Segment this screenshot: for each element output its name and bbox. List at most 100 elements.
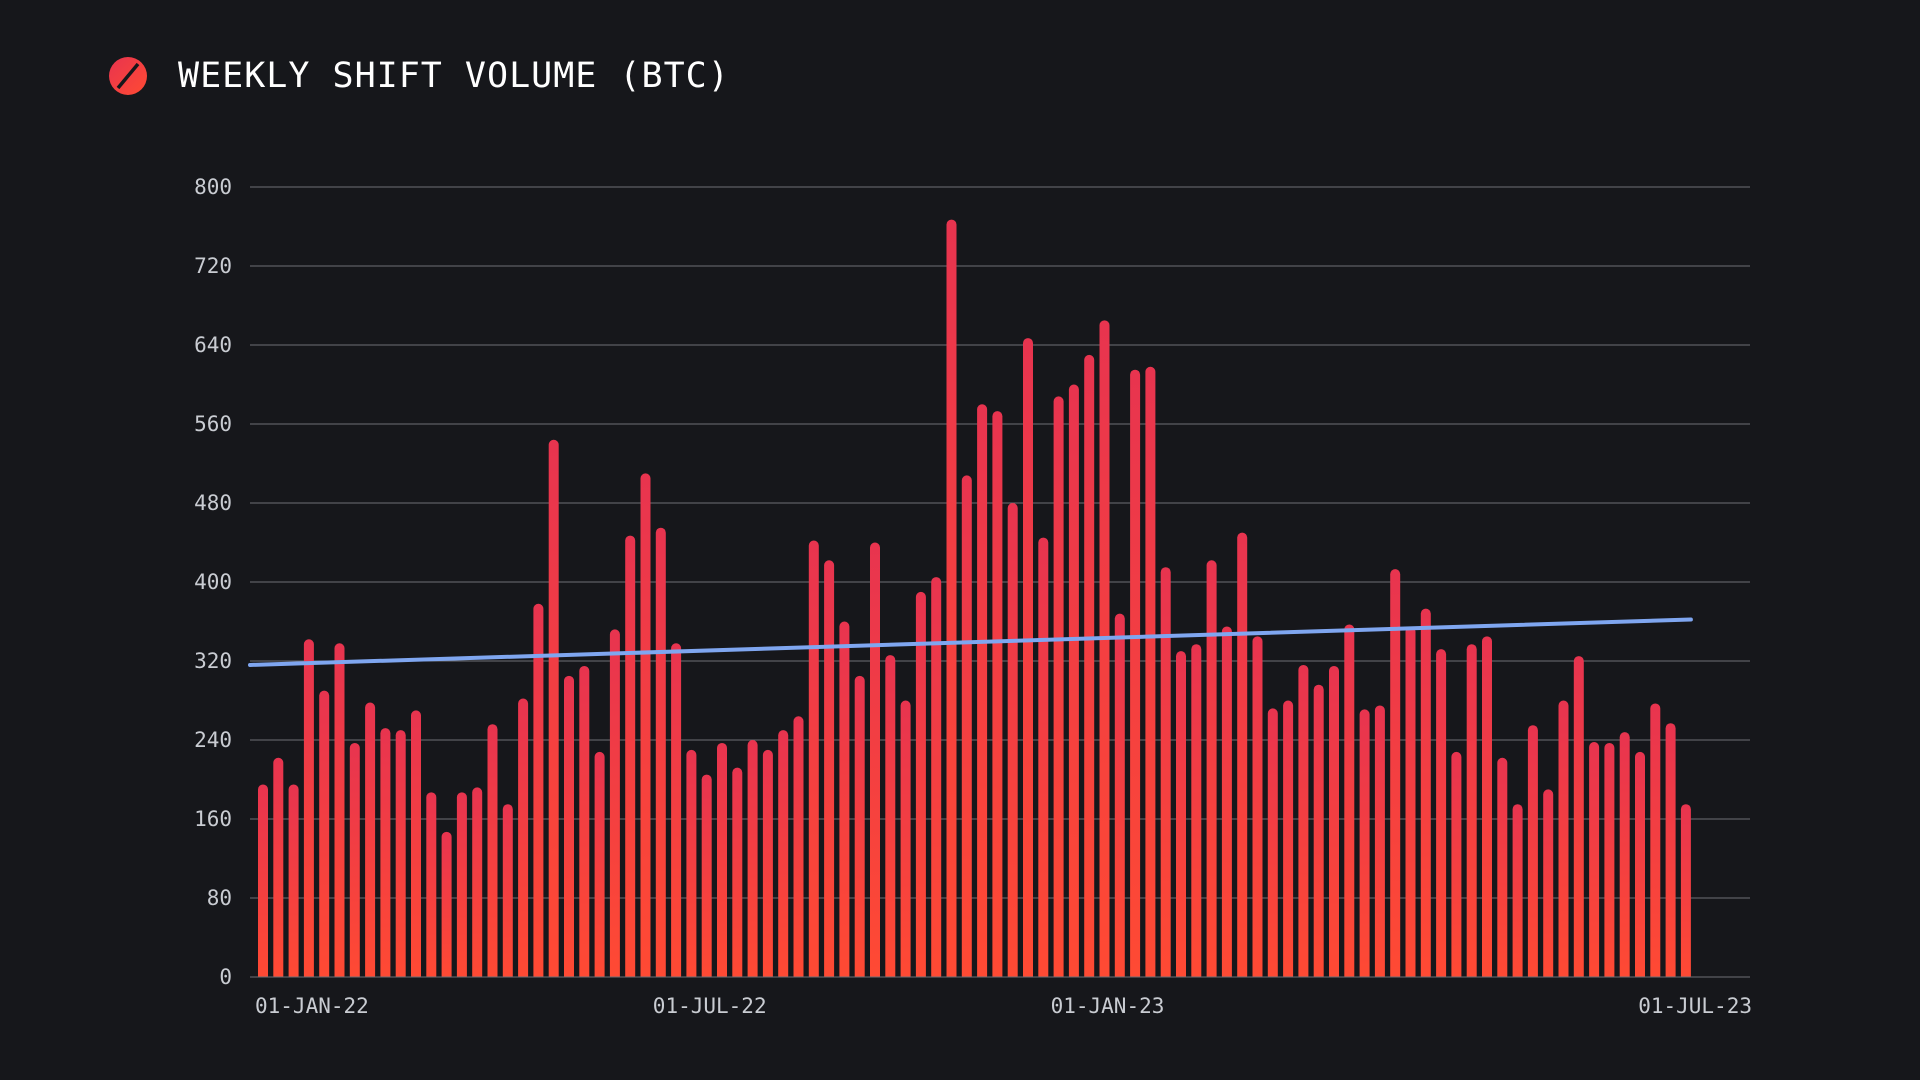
bar: [701, 774, 712, 981]
bar: [441, 831, 452, 981]
x-axis-labels: 01-JAN-22 01-JUL-22 01-JAN-23 01-JUL-23: [255, 994, 1752, 1018]
bar: [1114, 613, 1125, 981]
bar: [747, 740, 758, 981]
bar: [1665, 723, 1676, 981]
bar: [1267, 708, 1278, 981]
bar: [1619, 732, 1630, 981]
chart-title: WEEKLY SHIFT VOLUME (BTC): [178, 56, 730, 96]
trend-line: [248, 617, 1693, 667]
bar: [900, 700, 911, 981]
bar: [456, 792, 467, 981]
bar: [1206, 560, 1217, 981]
bar: [1573, 656, 1584, 981]
bar: [1436, 649, 1447, 981]
bar: [395, 730, 406, 981]
bar: [1145, 366, 1156, 982]
bar: [1221, 626, 1232, 981]
bar: [288, 784, 299, 981]
bar: [1390, 569, 1401, 981]
bar: [1635, 751, 1645, 981]
bar: [915, 591, 926, 981]
bar: [1374, 705, 1385, 981]
bar: [655, 527, 666, 981]
bar: [793, 716, 804, 981]
bar: [1038, 537, 1049, 981]
bar: [870, 542, 880, 981]
y-tick-label: 320: [194, 649, 232, 673]
bar: [349, 742, 360, 981]
bar: [1007, 503, 1018, 981]
bar: [518, 698, 529, 981]
bar: [1420, 608, 1431, 981]
bar: [808, 540, 819, 981]
bar: [1680, 804, 1691, 981]
bar: [1084, 354, 1095, 981]
bar: [625, 535, 636, 981]
bar: [1099, 320, 1110, 981]
bar: [1329, 665, 1339, 981]
bar: [487, 724, 498, 981]
y-tick-label: 80: [207, 886, 232, 910]
bar: [579, 665, 590, 981]
bar: [564, 675, 574, 981]
bar: [502, 804, 513, 981]
bar: [1068, 384, 1079, 981]
baseline-mask: [250, 977, 1770, 987]
bar: [839, 621, 850, 981]
bar: [946, 219, 957, 981]
y-tick-label: 720: [194, 254, 232, 278]
bar: [732, 767, 743, 981]
bar: [1176, 651, 1186, 981]
x-tick-label: 01-JAN-22: [255, 994, 369, 1018]
bar: [1482, 636, 1492, 981]
y-axis-labels: 0 80 160 240 320 400 480 560 640 720 800: [194, 175, 232, 989]
bar: [258, 784, 268, 981]
bar: [1237, 532, 1248, 981]
bar: [533, 603, 544, 981]
bar: [1359, 709, 1370, 981]
bar: [1543, 789, 1554, 981]
bar: [334, 643, 345, 981]
bar: [1053, 396, 1064, 982]
bar: [1344, 624, 1355, 981]
y-tick-label: 800: [194, 175, 232, 199]
x-tick-label: 01-JAN-23: [1051, 994, 1165, 1018]
bar: [992, 411, 1003, 982]
y-tick-label: 480: [194, 491, 232, 515]
bar: [1252, 636, 1263, 981]
bar: [885, 655, 896, 981]
bar: [1405, 626, 1416, 981]
y-tick-label: 640: [194, 333, 232, 357]
bar: [426, 792, 437, 981]
x-tick-label: 01-JUL-22: [653, 994, 767, 1018]
y-tick-label: 240: [194, 728, 232, 752]
bar: [365, 702, 376, 981]
bar: [1604, 742, 1615, 981]
bar: [1497, 757, 1508, 981]
bar: [1191, 644, 1202, 981]
bar: [854, 675, 865, 981]
bar: [472, 787, 483, 981]
bar: [1558, 700, 1569, 981]
bar: [594, 751, 605, 981]
y-tick-label: 160: [194, 807, 232, 831]
y-tick-label: 0: [219, 965, 232, 989]
bar: [319, 690, 330, 981]
bar: [671, 643, 682, 981]
bar: [1283, 700, 1294, 981]
y-tick-label: 400: [194, 570, 232, 594]
bar: [1298, 664, 1309, 981]
bar: [609, 629, 620, 981]
bars: [250, 219, 1770, 987]
trend-line-group: [248, 617, 1693, 667]
bar: [762, 749, 773, 981]
bar: [1589, 741, 1600, 981]
bar: [977, 404, 988, 981]
sideshift-logo-icon: [109, 57, 147, 95]
bar: [380, 728, 391, 981]
bar: [931, 577, 942, 981]
bar: [686, 749, 697, 981]
bar: [1512, 804, 1523, 981]
